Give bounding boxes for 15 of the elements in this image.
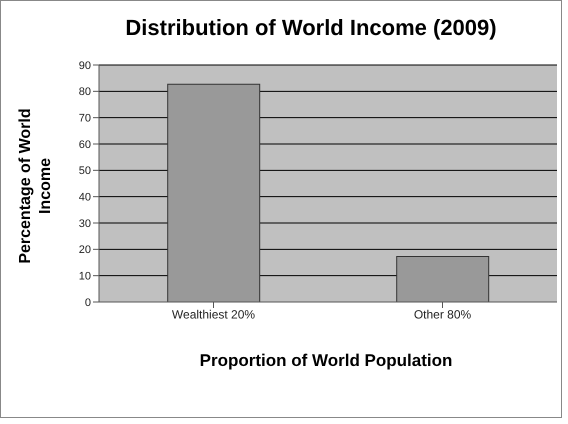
y-tick-label: 80 xyxy=(78,86,91,98)
chart-title: Distribution of World Income (2009) xyxy=(124,15,498,41)
x-axis-title: Proportion of World Population xyxy=(198,351,454,371)
y-tick-label: 30 xyxy=(78,218,91,230)
y-tick-label: 10 xyxy=(78,270,91,283)
y-tick-label: 50 xyxy=(78,165,91,178)
y-tick-label: 90 xyxy=(78,60,91,72)
x-tick-label: Other 80% xyxy=(414,308,472,322)
y-tick-label: 0 xyxy=(84,296,91,309)
y-axis-title: Percentage of World Income xyxy=(16,107,55,266)
x-tick-label: Wealthiest 20% xyxy=(172,308,256,322)
y-tick-label: 40 xyxy=(78,192,91,204)
y-tick-label: 70 xyxy=(78,112,91,125)
y-tick-label: 20 xyxy=(78,244,91,256)
y-tick-label: 60 xyxy=(78,138,91,151)
